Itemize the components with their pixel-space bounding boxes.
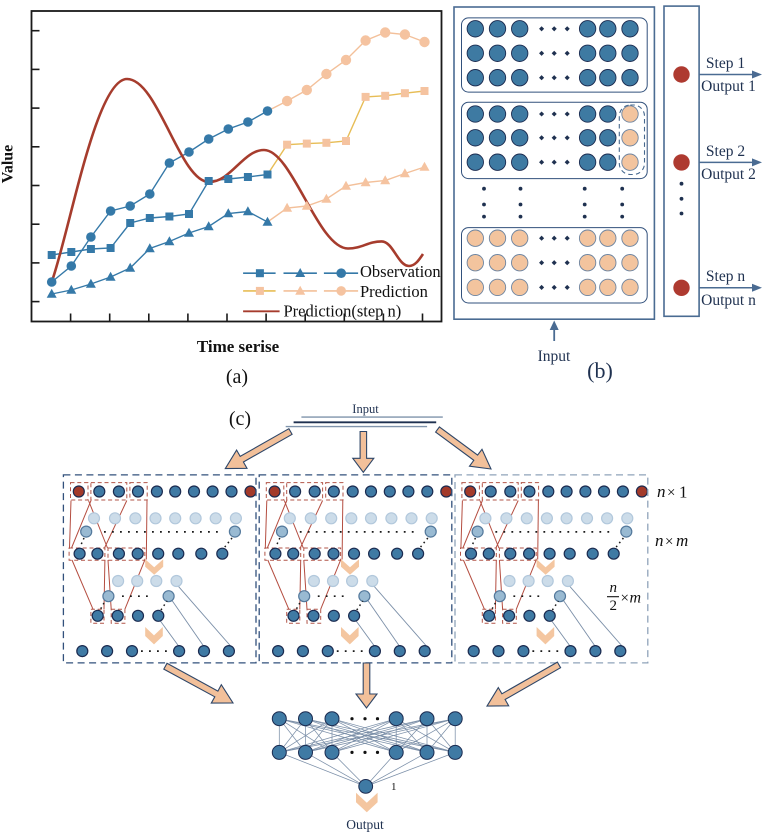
svg-text:(c): (c) bbox=[229, 408, 251, 430]
svg-text:Observation: Observation bbox=[360, 262, 441, 281]
svg-text:×: × bbox=[665, 534, 673, 550]
svg-text:1: 1 bbox=[679, 483, 688, 502]
svg-text:Step 2: Step 2 bbox=[706, 143, 745, 160]
svg-text:n: n bbox=[655, 531, 664, 550]
svg-text:×: × bbox=[621, 591, 629, 607]
svg-text:Output n: Output n bbox=[701, 292, 756, 309]
svg-text:Prediction: Prediction bbox=[360, 282, 428, 301]
svg-text:Step n: Step n bbox=[706, 268, 745, 285]
svg-text:n: n bbox=[610, 580, 618, 596]
svg-text:2: 2 bbox=[610, 598, 618, 614]
svg-text:Value: Value bbox=[0, 145, 17, 184]
svg-text:×: × bbox=[667, 485, 675, 501]
svg-text:Step 1: Step 1 bbox=[706, 55, 745, 72]
svg-text:Output 1: Output 1 bbox=[701, 78, 756, 95]
svg-text:m: m bbox=[676, 531, 688, 550]
svg-text:1: 1 bbox=[391, 781, 397, 793]
svg-text:Prediction(step n): Prediction(step n) bbox=[284, 302, 402, 321]
svg-text:Output 2: Output 2 bbox=[701, 166, 756, 183]
svg-text:Input: Input bbox=[538, 348, 571, 365]
svg-text:(b): (b) bbox=[587, 358, 613, 383]
svg-text:Time serise: Time serise bbox=[197, 337, 280, 356]
svg-text:(a): (a) bbox=[226, 366, 248, 388]
svg-text:Output: Output bbox=[346, 817, 384, 832]
svg-text:Input: Input bbox=[352, 402, 379, 416]
svg-text:m: m bbox=[630, 590, 642, 607]
svg-text:n: n bbox=[657, 482, 666, 501]
